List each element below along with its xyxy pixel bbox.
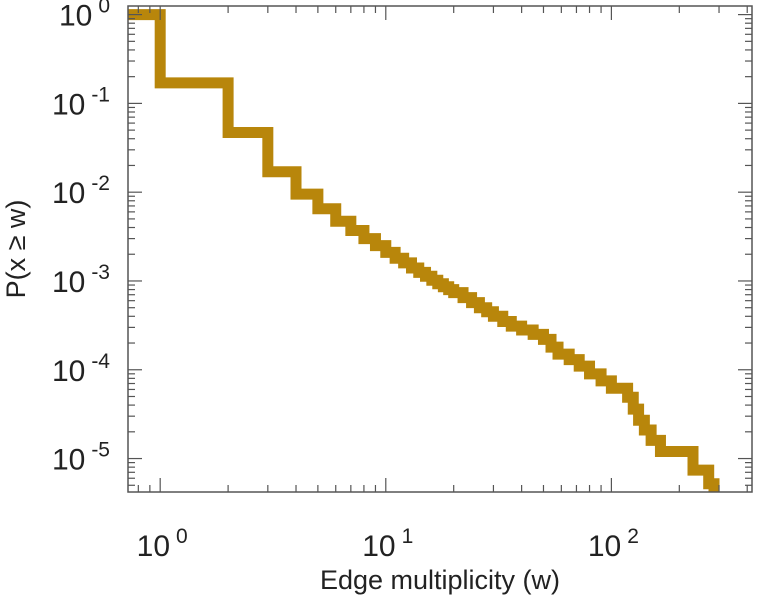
ticks: 10 0 10 1 10 2 10 0 10 -1 10 -2 10 -3 10 -4 10 -5 — [52, 0, 752, 563]
y-tick-label: 10 -3 — [52, 261, 110, 299]
x-tick-label: 10 2 — [588, 525, 639, 563]
y-tick-label: 10 -1 — [52, 83, 110, 121]
x-tick-label: 10 0 — [137, 525, 188, 563]
y-tick-label: 10 0 — [59, 0, 110, 33]
y-tick-label: 10 -5 — [52, 439, 110, 477]
x-axis-label: Edge multiplicity (w) — [320, 565, 560, 595]
plot-frame — [127, 5, 753, 493]
x-tick-label: 10 1 — [362, 525, 413, 563]
series-line-0 — [128, 9, 720, 492]
y-axis-label: P(x ≥ w) — [1, 200, 31, 299]
y-tick-label: 10 -4 — [52, 350, 110, 388]
y-tick-label: 10 -2 — [52, 172, 110, 210]
series — [128, 9, 720, 492]
